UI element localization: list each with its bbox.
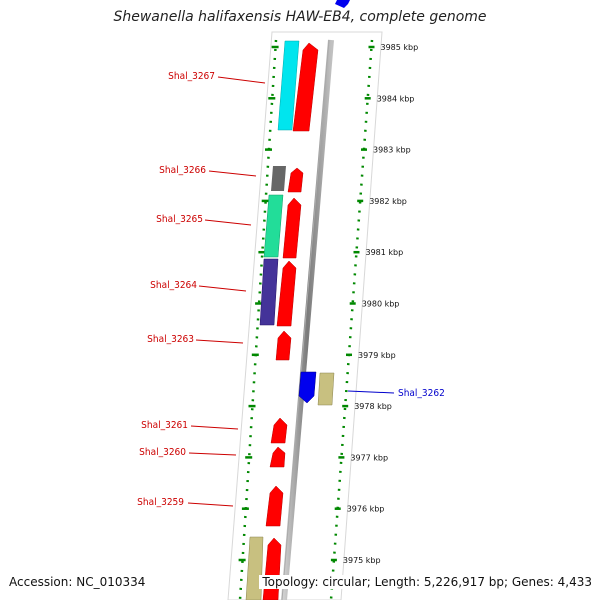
label-leaders xyxy=(187,76,395,507)
gene-label-shal-3265[interactable]: Shal_3265 xyxy=(156,214,203,225)
kbp-tick-label: 3979 kbp xyxy=(358,351,396,360)
features xyxy=(245,0,350,600)
inner-tick-column xyxy=(238,39,278,600)
gene-feature-blue-3262[interactable] xyxy=(298,371,317,404)
kbp-tick-label: 3975 kbp xyxy=(343,556,381,565)
gene-feature-tan-bottom[interactable] xyxy=(245,536,264,600)
gene-feature-green[interactable] xyxy=(263,194,284,258)
gene-feature-red-3261[interactable] xyxy=(270,417,288,444)
gene-label-shal-3259[interactable]: Shal_3259 xyxy=(137,497,184,508)
kbp-tick-label: 3978 kbp xyxy=(354,402,392,411)
gene-feature-red-3266[interactable] xyxy=(287,167,304,193)
kbp-tick-label: 3976 kbp xyxy=(347,505,385,514)
gene-feature-tan[interactable] xyxy=(317,372,335,406)
kbp-tick-label: 3980 kbp xyxy=(362,300,400,309)
kbp-tick-labels: 3985 kbp 3984 kbp 3983 kbp 3982 kbp 3981 kbp… xyxy=(330,43,419,565)
major-ticks-left xyxy=(238,45,279,562)
kbp-tick-label: 3983 kbp xyxy=(373,146,411,155)
gene-feature-purple[interactable] xyxy=(259,258,279,326)
accession-text: Accession: NC_010334 xyxy=(9,575,146,589)
genome-summary-text: Topology: circular; Length: 5,226,917 bp… xyxy=(259,575,592,589)
gene-feature-red-3260[interactable] xyxy=(269,446,286,468)
gene-feature-red-3259[interactable] xyxy=(265,485,284,527)
genome-backbone xyxy=(281,39,334,600)
kbp-tick-label: 3985 kbp xyxy=(381,43,419,52)
gene-feature-red-3263[interactable] xyxy=(275,330,292,361)
gene-label-shal-3266[interactable]: Shal_3266 xyxy=(159,165,206,176)
kbp-tick-label: 3977 kbp xyxy=(350,453,388,462)
outer-tick-column xyxy=(329,39,374,600)
gene-label-shal-3262[interactable]: Shal_3262 xyxy=(398,388,445,399)
kbp-tick-label: 3982 kbp xyxy=(369,197,407,206)
backbone-edge xyxy=(281,39,330,600)
map-title: Shewanella halifaxensis HAW-EB4, complet… xyxy=(113,9,487,25)
gene-feature-red-3267[interactable] xyxy=(292,42,319,132)
gene-label-shal-3267[interactable]: Shal_3267 xyxy=(168,71,215,82)
gene-label-shal-3260[interactable]: Shal_3260 xyxy=(139,447,186,458)
gene-feature-red-3265[interactable] xyxy=(282,197,302,259)
gene-feature-top-blue[interactable] xyxy=(335,0,350,8)
gene-label-shal-3261[interactable]: Shal_3261 xyxy=(141,420,188,431)
kbp-tick-label: 3981 kbp xyxy=(366,248,404,257)
gene-feature-gray[interactable] xyxy=(271,166,286,191)
gene-feature-cyan[interactable] xyxy=(277,40,300,131)
gene-label-shal-3263[interactable]: Shal_3263 xyxy=(147,334,194,345)
gene-label-shal-3264[interactable]: Shal_3264 xyxy=(150,280,197,291)
gene-feature-red-3264[interactable] xyxy=(276,260,297,327)
kbp-tick-label: 3984 kbp xyxy=(377,94,415,103)
